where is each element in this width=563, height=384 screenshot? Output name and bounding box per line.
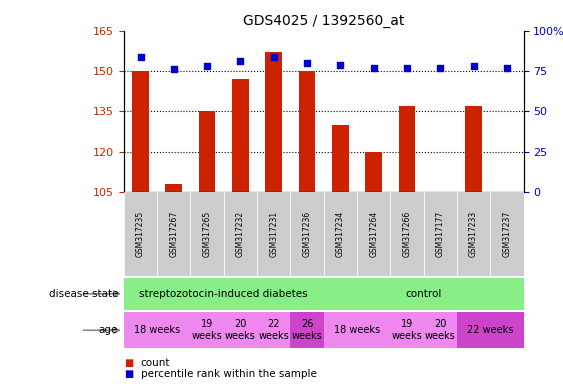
- FancyBboxPatch shape: [457, 312, 524, 348]
- Text: streptozotocin-induced diabetes: streptozotocin-induced diabetes: [140, 289, 308, 299]
- Text: GSM317233: GSM317233: [469, 211, 478, 257]
- Text: count: count: [141, 358, 170, 368]
- Text: GSM317235: GSM317235: [136, 211, 145, 257]
- Text: 18 weeks: 18 weeks: [134, 325, 180, 335]
- Bar: [166, 184, 182, 192]
- FancyBboxPatch shape: [390, 192, 424, 276]
- Bar: [299, 71, 315, 192]
- Text: GSM317234: GSM317234: [336, 211, 345, 257]
- FancyBboxPatch shape: [424, 192, 457, 276]
- Bar: [265, 52, 282, 192]
- FancyBboxPatch shape: [324, 278, 524, 310]
- Point: [502, 65, 511, 71]
- Bar: [332, 125, 348, 192]
- Text: disease state: disease state: [49, 289, 118, 299]
- Text: 26
weeks: 26 weeks: [292, 319, 323, 341]
- FancyBboxPatch shape: [490, 192, 524, 276]
- Text: 22
weeks: 22 weeks: [258, 319, 289, 341]
- Text: 19
weeks: 19 weeks: [392, 319, 422, 341]
- Point: [302, 60, 311, 66]
- Text: GSM317232: GSM317232: [236, 211, 245, 257]
- FancyBboxPatch shape: [124, 278, 324, 310]
- Point: [236, 58, 245, 65]
- Text: GSM317265: GSM317265: [203, 211, 212, 257]
- Title: GDS4025 / 1392560_at: GDS4025 / 1392560_at: [243, 14, 404, 28]
- Point: [269, 53, 278, 60]
- Point: [436, 65, 445, 71]
- FancyBboxPatch shape: [424, 312, 457, 348]
- Text: 20
weeks: 20 weeks: [425, 319, 455, 341]
- FancyBboxPatch shape: [390, 312, 424, 348]
- Text: 20
weeks: 20 weeks: [225, 319, 256, 341]
- Bar: [199, 111, 216, 192]
- Text: GSM317177: GSM317177: [436, 211, 445, 257]
- FancyBboxPatch shape: [324, 192, 357, 276]
- FancyBboxPatch shape: [291, 192, 324, 276]
- Point: [169, 66, 178, 73]
- Point: [369, 65, 378, 71]
- Point: [136, 53, 145, 60]
- Text: GSM317231: GSM317231: [269, 211, 278, 257]
- Text: 22 weeks: 22 weeks: [467, 325, 513, 335]
- Text: GSM317236: GSM317236: [302, 211, 311, 257]
- Text: 19
weeks: 19 weeks: [192, 319, 222, 341]
- Text: GSM317266: GSM317266: [403, 211, 412, 257]
- Bar: [132, 71, 149, 192]
- FancyBboxPatch shape: [291, 312, 324, 348]
- Point: [203, 63, 212, 69]
- FancyBboxPatch shape: [190, 312, 224, 348]
- FancyBboxPatch shape: [224, 192, 257, 276]
- FancyBboxPatch shape: [224, 312, 257, 348]
- Text: ■: ■: [124, 369, 133, 379]
- Text: 18 weeks: 18 weeks: [334, 325, 380, 335]
- FancyBboxPatch shape: [124, 192, 157, 276]
- FancyBboxPatch shape: [324, 312, 390, 348]
- Text: percentile rank within the sample: percentile rank within the sample: [141, 369, 316, 379]
- Text: age: age: [99, 325, 118, 335]
- Bar: [365, 152, 382, 192]
- Bar: [399, 106, 415, 192]
- Point: [403, 65, 412, 71]
- FancyBboxPatch shape: [190, 192, 224, 276]
- FancyBboxPatch shape: [157, 192, 190, 276]
- Bar: [232, 79, 249, 192]
- Bar: [465, 106, 482, 192]
- FancyBboxPatch shape: [257, 192, 291, 276]
- Text: GSM317237: GSM317237: [502, 211, 511, 257]
- Point: [469, 63, 478, 69]
- Text: ■: ■: [124, 358, 133, 368]
- Text: control: control: [405, 289, 442, 299]
- FancyBboxPatch shape: [124, 312, 190, 348]
- FancyBboxPatch shape: [257, 312, 291, 348]
- Text: GSM317264: GSM317264: [369, 211, 378, 257]
- FancyBboxPatch shape: [457, 192, 490, 276]
- FancyBboxPatch shape: [357, 192, 390, 276]
- Text: GSM317267: GSM317267: [169, 211, 178, 257]
- Point: [336, 61, 345, 68]
